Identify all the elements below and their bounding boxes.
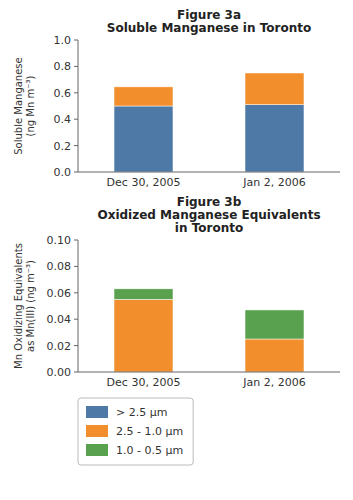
y-tick-label: 0.0: [54, 166, 72, 179]
chart-title: Figure 3bOxidized Manganese Equivalentsi…: [97, 195, 320, 235]
y-tick-label: 0.10: [47, 234, 72, 247]
legend-label: 1.0 - 0.5 μm: [116, 444, 183, 457]
bar-segment: > 2.5 μm: [114, 106, 173, 172]
chart: Figure 3bOxidized Manganese Equivalentsi…: [13, 195, 340, 389]
bar-segment: 2.5 - 1.0 μm: [114, 87, 173, 106]
y-tick-label: 0.8: [54, 60, 72, 73]
y-tick: [74, 92, 78, 93]
title-line: Figure 3a: [177, 8, 241, 22]
y-label-line: (ng Mn m⁻³): [25, 75, 36, 136]
y-tick-label: 0.6: [54, 87, 72, 100]
legend-label: 2.5 - 1.0 μm: [116, 425, 183, 438]
x-tick-label: Dec 30, 2005: [107, 176, 181, 189]
y-tick: [74, 172, 78, 173]
y-tick: [74, 40, 78, 41]
bars: > 2.5 μm2.5 - 1.0 μm1.0 - 0.5 μm> 2.5 μm…: [114, 289, 304, 372]
y-tick-label: 1.0: [54, 34, 72, 47]
y-tick: [74, 119, 78, 120]
x-tick-label: Jan 2, 2006: [242, 376, 305, 389]
y-tick: [74, 240, 78, 241]
chart-title: Figure 3aSoluble Manganese in Toronto: [107, 8, 311, 35]
y-tick: [74, 319, 78, 320]
y-axis-label: Soluble Manganese(ng Mn m⁻³): [13, 57, 36, 154]
bars: > 2.5 μm2.5 - 1.0 μm1.0 - 0.5 μm> 2.5 μm…: [114, 73, 304, 172]
y-tick-label: 0.04: [47, 313, 72, 326]
bar-segment: 1.0 - 0.5 μm: [245, 73, 304, 74]
chart-root: Figure 3aSoluble Manganese in TorontoSol…: [0, 0, 353, 500]
x-tick-label: Jan 2, 2006: [242, 176, 305, 189]
x-axis-line: [78, 372, 340, 373]
title-line: Soluble Manganese in Toronto: [107, 21, 311, 35]
y-tick-label: 0.02: [47, 340, 72, 353]
y-label-line: Mn Oxidizing Equivalents: [13, 243, 24, 369]
y-tick-label: 0.08: [47, 260, 72, 273]
y-tick-label: 0.2: [54, 140, 72, 153]
y-label-line: as Mn(III) (ng m⁻³): [25, 260, 36, 352]
bar-segment: > 2.5 μm: [245, 105, 304, 172]
y-tick: [74, 345, 78, 346]
title-line: Figure 3b: [177, 195, 242, 209]
y-tick: [74, 266, 78, 267]
bar-segment: 2.5 - 1.0 μm: [245, 73, 304, 105]
y-axis-line: [78, 240, 79, 372]
x-tick-label: Dec 30, 2005: [107, 376, 181, 389]
y-tick: [74, 372, 78, 373]
title-line: in Toronto: [175, 221, 243, 235]
legend-frame: [78, 398, 193, 465]
y-tick: [74, 145, 78, 146]
title-line: Oxidized Manganese Equivalents: [97, 208, 320, 222]
y-tick: [74, 292, 78, 293]
y-axis-label: Mn Oxidizing Equivalentsas Mn(III) (ng m…: [13, 243, 36, 369]
y-label-line: Soluble Manganese: [13, 57, 24, 154]
legend-swatch: [86, 444, 108, 456]
bar-segment: 1.0 - 0.5 μm: [114, 289, 173, 300]
bar-segment: 2.5 - 1.0 μm: [245, 339, 304, 372]
legend-label: > 2.5 μm: [116, 406, 167, 419]
chart: Figure 3aSoluble Manganese in TorontoSol…: [13, 8, 340, 189]
y-tick-label: 0.4: [54, 113, 72, 126]
bar-segment: 1.0 - 0.5 μm: [114, 86, 173, 87]
y-tick-label: 0.06: [47, 287, 72, 300]
bar-segment: 2.5 - 1.0 μm: [114, 299, 173, 372]
y-tick-label: 0.00: [47, 366, 72, 379]
y-tick: [74, 66, 78, 67]
legend-swatch: [86, 425, 108, 437]
legend: > 2.5 μm 2.5 - 1.0 μm 1.0 - 0.5 μm: [78, 398, 193, 465]
bar-segment: 1.0 - 0.5 μm: [245, 310, 304, 339]
x-axis-line: [78, 172, 340, 173]
legend-swatch: [86, 406, 108, 418]
y-axis-line: [78, 40, 79, 172]
